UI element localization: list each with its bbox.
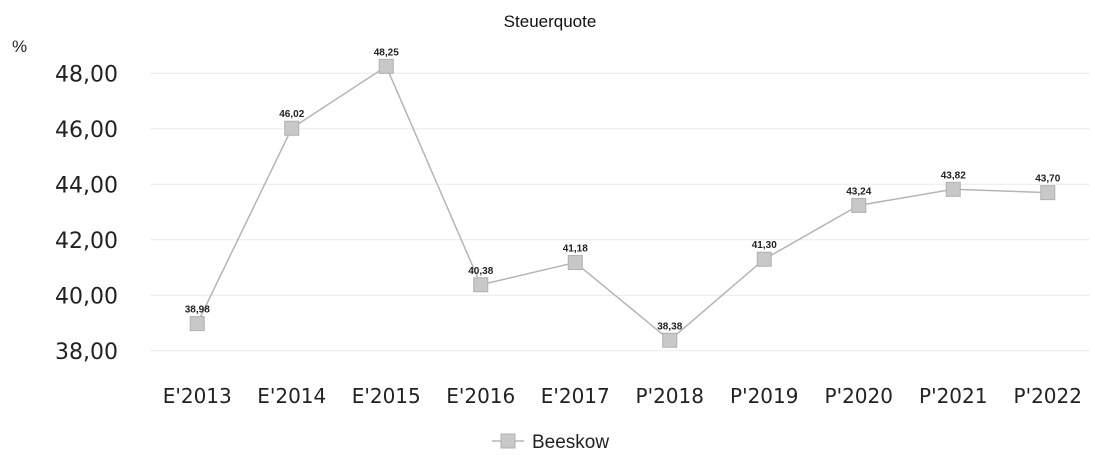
- data-point-marker[interactable]: [851, 197, 867, 213]
- data-label: 41,18: [563, 244, 588, 255]
- y-tick-label: 44,00: [55, 173, 118, 198]
- legend-marker-icon: [500, 433, 516, 449]
- data-label: 46,02: [279, 109, 304, 120]
- y-axis-unit-label: %: [12, 37, 27, 56]
- x-tick-label: E'2013: [163, 384, 232, 408]
- y-tick-label: 38,00: [55, 340, 118, 365]
- data-label: 43,70: [1035, 174, 1060, 185]
- x-tick-label: P'2020: [825, 384, 893, 408]
- y-tick-label: 42,00: [55, 229, 118, 254]
- data-label: 41,30: [752, 240, 777, 251]
- data-point-marker[interactable]: [567, 255, 583, 271]
- x-tick-label: E'2015: [352, 384, 421, 408]
- series-beeskow: [189, 58, 1056, 348]
- data-label: 48,25: [374, 47, 399, 58]
- y-tick-label: 40,00: [55, 284, 118, 309]
- series-line: [196, 65, 1048, 342]
- x-axis-tick-labels: E'2013 E'2014 E'2015 E'2016 E'2017 P'2018 P'20…: [163, 384, 1082, 408]
- data-point-marker[interactable]: [284, 120, 300, 136]
- x-tick-label: P'2019: [730, 384, 798, 408]
- data-label: 40,38: [468, 266, 493, 277]
- data-label: 38,38: [657, 321, 682, 332]
- legend[interactable]: Beeskow: [492, 432, 609, 453]
- x-tick-label: E'2016: [446, 384, 515, 408]
- data-point-marker[interactable]: [378, 58, 394, 74]
- x-tick-label: P'2021: [919, 384, 987, 408]
- x-tick-label: E'2014: [257, 384, 326, 408]
- legend-label-beeskow: Beeskow: [532, 432, 609, 453]
- data-point-marker[interactable]: [945, 181, 961, 197]
- data-point-marker[interactable]: [1040, 185, 1056, 201]
- chart-title: Steuerquote: [504, 12, 597, 31]
- y-tick-label: 46,00: [55, 118, 118, 143]
- data-point-marker[interactable]: [756, 251, 772, 267]
- x-tick-label: P'2022: [1014, 384, 1082, 408]
- y-axis-tick-labels: 38,00 40,00 42,00 44,00 46,00 48,00: [55, 62, 118, 365]
- data-point-marker[interactable]: [473, 277, 489, 293]
- y-tick-label: 48,00: [55, 62, 118, 87]
- data-label: 38,98: [185, 305, 210, 316]
- data-label: 43,82: [941, 170, 966, 181]
- gridlines: [150, 72, 1090, 352]
- data-label: 43,24: [846, 186, 871, 197]
- data-point-marker[interactable]: [662, 332, 678, 348]
- x-tick-label: P'2018: [636, 384, 704, 408]
- data-labels: 38,98 46,02 48,25 40,38 41,18 38,38 41,30 43,24…: [185, 47, 1061, 332]
- data-point-marker[interactable]: [189, 316, 205, 332]
- x-tick-label: E'2017: [541, 384, 610, 408]
